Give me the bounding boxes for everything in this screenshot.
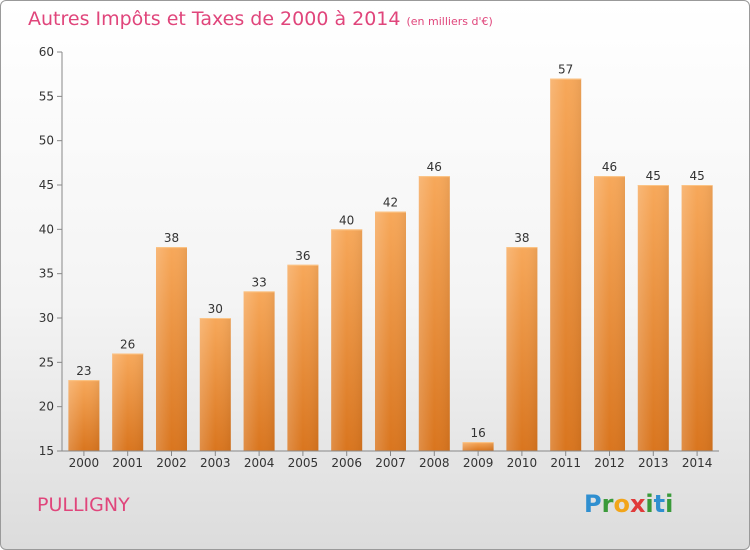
bar-value-label: 45	[646, 169, 661, 183]
x-tick-label: 2009	[463, 456, 494, 470]
x-tick-label: 2002	[156, 456, 187, 470]
bar-value-label: 38	[164, 231, 179, 245]
x-tick-label: 2014	[682, 456, 713, 470]
bar-shine	[462, 442, 494, 451]
y-tick-label: 25	[39, 355, 54, 369]
x-tick-label: 2011	[550, 456, 581, 470]
bar-value-label: 45	[689, 169, 704, 183]
bar-shine	[594, 176, 625, 451]
x-tick-label: 2010	[507, 456, 538, 470]
bar-shine	[68, 380, 100, 451]
commune-name: PULLIGNY	[37, 494, 130, 516]
y-tick-label: 45	[39, 178, 54, 192]
x-tick-label: 2012	[594, 456, 625, 470]
bar-shine	[199, 318, 231, 451]
bar-value-label: 36	[295, 249, 310, 263]
x-tick-label: 2006	[331, 456, 362, 470]
bar-shine	[375, 211, 406, 451]
bar-shine	[506, 247, 538, 451]
bar-shine	[331, 229, 363, 451]
bar-value-label: 16	[470, 426, 485, 440]
bar-shine	[418, 176, 450, 451]
y-tick-label: 55	[39, 89, 54, 103]
bar-shine	[156, 247, 187, 451]
bar-value-label: 57	[558, 63, 573, 77]
bar-value-label: 46	[427, 160, 442, 174]
bar-shine	[637, 185, 669, 451]
y-tick-label: 40	[39, 222, 54, 236]
y-tick-label: 20	[39, 400, 54, 414]
title-unit: (en milliers d'€)	[406, 15, 493, 28]
y-tick-label: 60	[39, 45, 54, 59]
bar-value-label: 38	[514, 231, 529, 245]
x-tick-label: 2005	[288, 456, 319, 470]
bar-shine	[112, 353, 144, 451]
bar-shine	[550, 78, 582, 451]
x-axis: 2000 2001 2002 2003 2004 2005 2006 2007 2008 2009…	[62, 450, 719, 470]
x-tick-label: 2000	[69, 456, 100, 470]
proxiti-logo: Proxiti	[584, 490, 674, 518]
bar-value-label: 40	[339, 213, 354, 227]
bar-value-label: 30	[208, 302, 223, 316]
bar-shine	[287, 264, 319, 451]
bar-value-label: 42	[383, 196, 398, 210]
x-tick-label: 2013	[638, 456, 669, 470]
title-text: Autres Impôts et Taxes de 2000 à 2014	[28, 8, 401, 30]
y-tick-label: 35	[39, 267, 54, 281]
bar-value-label: 23	[76, 364, 91, 378]
y-axis: 15 20 25 30 35 40 45 50 55 60	[39, 45, 63, 458]
x-tick-label: 2003	[200, 456, 231, 470]
bars: 23 26 38 30 33 36 40 42 46 16 38 57 46 45 45	[68, 63, 713, 451]
y-tick-label: 15	[39, 444, 54, 458]
x-tick-label: 2004	[244, 456, 275, 470]
bar-shine	[243, 291, 275, 451]
bar-value-label: 46	[602, 160, 617, 174]
x-tick-label: 2007	[375, 456, 406, 470]
bar-value-label: 26	[120, 337, 135, 351]
y-tick-label: 30	[39, 311, 54, 325]
x-tick-label: 2001	[112, 456, 143, 470]
y-tick-label: 50	[39, 134, 54, 148]
bar-value-label: 33	[251, 275, 266, 289]
bar-shine	[681, 185, 713, 451]
chart-title: Autres Impôts et Taxes de 2000 à 2014 (en…	[28, 8, 493, 30]
x-tick-label: 2008	[419, 456, 450, 470]
